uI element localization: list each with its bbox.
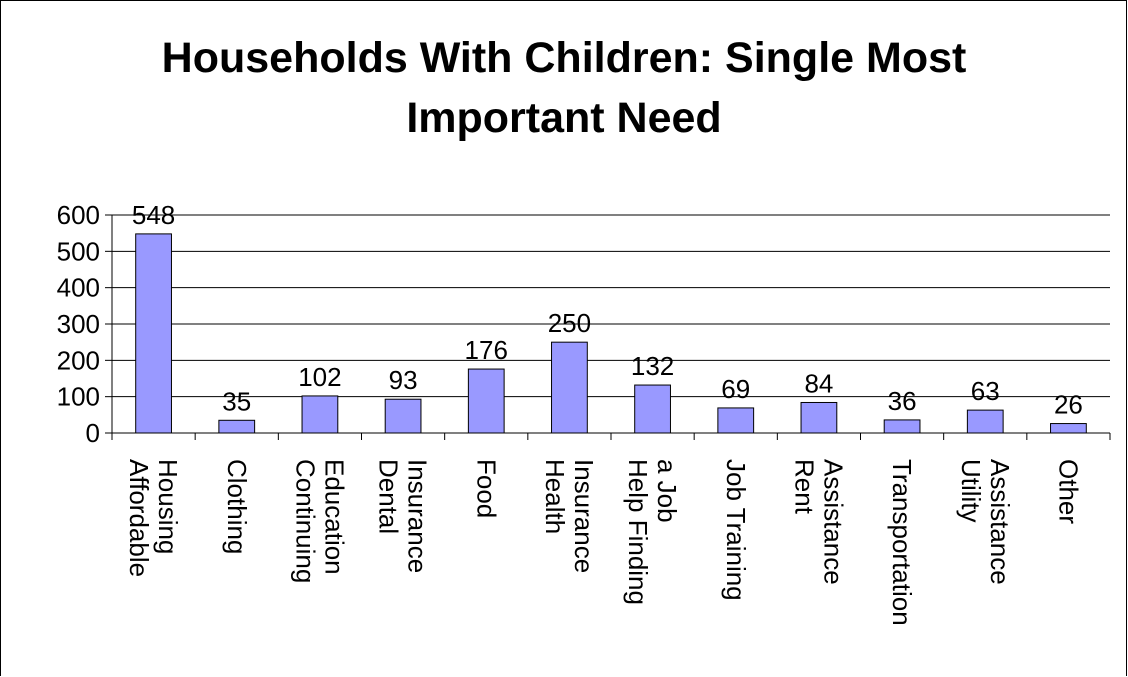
x-tick-label-line: Rent [789, 459, 819, 515]
data-label: 36 [888, 386, 917, 416]
data-label: 63 [971, 376, 1000, 406]
x-tick-label-line: Continuing [290, 459, 320, 583]
data-label: 102 [298, 362, 341, 392]
x-tick-label-line: Clothing [222, 459, 252, 554]
axes [105, 214, 1111, 440]
chart-title-line-2: Important Need [406, 94, 722, 142]
data-label: 35 [222, 386, 251, 416]
x-tick-label: Rent Assistance [789, 459, 848, 585]
data-label: 132 [631, 351, 674, 381]
data-label: 84 [804, 368, 833, 398]
bar [966, 409, 1004, 434]
bar [384, 398, 422, 434]
x-tick-label: Other [1053, 459, 1083, 524]
x-tick-label: Food [471, 459, 501, 518]
x-tick-label: Health Insurance [540, 459, 599, 573]
y-tick-label: 600 [57, 200, 100, 230]
chart-title: Households With Children: Single Most Im… [0, 28, 1128, 148]
x-tick-label-line: Insurance [403, 459, 433, 573]
bar [301, 395, 339, 434]
x-tick-label-line: a Job [652, 459, 682, 523]
x-tick-label-line: Utility [956, 459, 986, 523]
x-tick-label: Transportation [887, 459, 917, 626]
y-tick-labels: 0 100 200 300 400 500 600 [57, 200, 100, 448]
data-label: 26 [1054, 390, 1083, 420]
chart-title-line-1: Households With Children: Single Most [161, 34, 967, 82]
x-tick-label-line: Other [1053, 459, 1083, 524]
x-tick-label-line: Assistance [818, 459, 848, 585]
x-tick-label-line: Housing [153, 459, 183, 554]
x-tick-label-line: Transportation [887, 459, 917, 626]
data-labels: 548 35 102 93 176 250 132 69 84 36 63 26 [132, 200, 1083, 420]
x-tick-label: Clothing [222, 459, 252, 554]
bar [218, 419, 256, 434]
x-tick-label: Continuing Education [290, 459, 349, 583]
bar [800, 401, 838, 434]
bar [883, 419, 921, 434]
bar [634, 384, 671, 434]
x-tick-label-line: Health [540, 459, 570, 534]
x-tick-label: Affordable Housing [124, 459, 183, 577]
bars [135, 233, 1087, 434]
gridlines [112, 214, 1110, 398]
bar [1050, 423, 1087, 434]
y-tick-label: 100 [57, 382, 100, 412]
y-tick-label: 500 [57, 236, 100, 266]
data-label: 93 [389, 365, 418, 395]
x-tick-label-line: Insurance [569, 459, 599, 573]
x-tick-label-line: Education [319, 459, 349, 575]
x-tick-label: Job Training [721, 459, 751, 601]
x-tick-label: Utility Assistance [956, 459, 1015, 585]
data-label: 548 [132, 200, 175, 230]
y-tick-label: 200 [57, 345, 100, 375]
y-tick-label: 0 [86, 418, 100, 448]
data-label: 176 [465, 335, 508, 365]
x-tick-label: Dental Insurance [374, 459, 433, 573]
x-tick-label-line: Assistance [985, 459, 1015, 585]
bar [551, 341, 588, 434]
x-tick-label: Help Finding a Job [623, 459, 682, 605]
y-tick-label: 300 [57, 309, 100, 339]
y-tick-label: 400 [57, 273, 100, 303]
bar [717, 407, 755, 434]
x-tick-label-line: Food [471, 459, 501, 518]
bar [135, 233, 172, 434]
x-tick-label-line: Affordable [124, 459, 154, 577]
x-tick-labels: Affordable Housing Clothing Continuing Educa… [124, 459, 1083, 626]
data-label: 250 [548, 308, 591, 338]
x-tick-label-line: Help Finding [623, 459, 653, 605]
x-tick-label-line: Job Training [721, 459, 751, 601]
x-tick-label-line: Dental [374, 459, 404, 534]
data-label: 69 [721, 374, 750, 404]
bar [467, 368, 505, 434]
